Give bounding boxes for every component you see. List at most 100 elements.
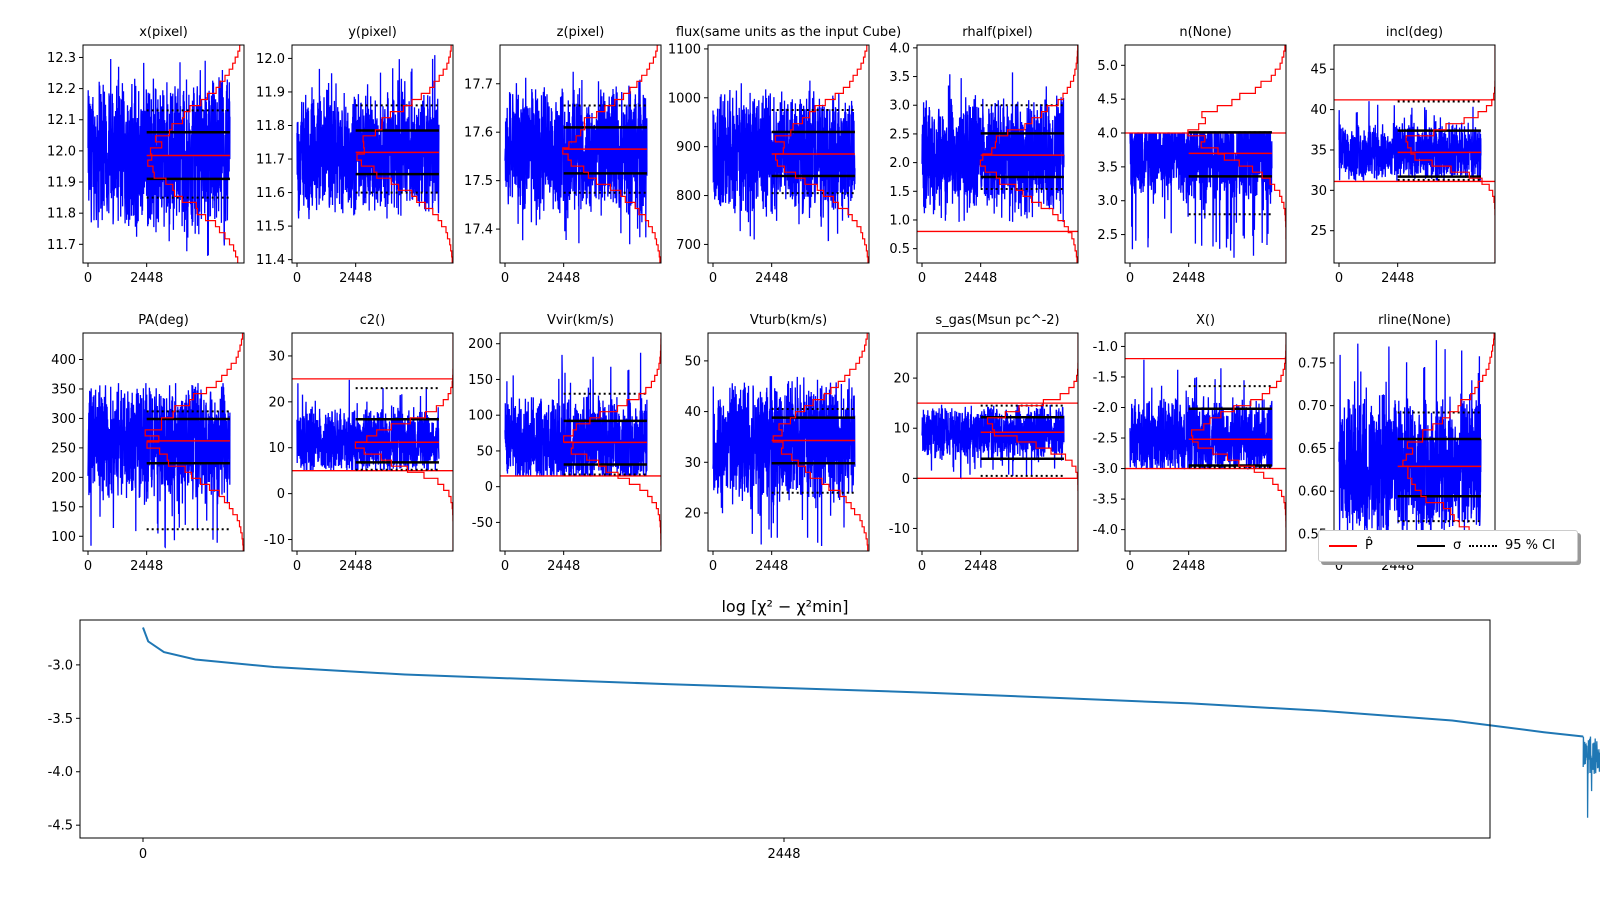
posterior-histogram <box>979 45 1078 263</box>
y-tick-label: 45 <box>1310 63 1327 78</box>
panel-11: -10 0 10 20 0 2448 s_gas(Msun pc^-2) <box>889 313 1079 574</box>
posterior-histogram <box>1187 45 1286 263</box>
legend-ci95-swatch <box>1469 545 1497 547</box>
panel-title: y(pixel) <box>348 25 397 40</box>
y-tick-label: -2.0 <box>1093 401 1118 416</box>
y-tick-label: -1.5 <box>1093 370 1118 385</box>
trace-line <box>1129 359 1273 471</box>
panel-frame <box>707 44 870 264</box>
panel-9: -50 0 50 100 150 200 0 2448 Vvir(km/s) <box>468 313 662 574</box>
trace-line <box>712 376 856 547</box>
panel-title: rhalf(pixel) <box>962 25 1032 40</box>
trace-line <box>1338 101 1482 181</box>
y-tick-label: 150 <box>51 500 76 515</box>
panel-6: 25 30 35 40 45 0 2448 incl(deg) <box>1310 25 1496 286</box>
y-tick-label: 10 <box>893 422 910 437</box>
panel-plot-area <box>500 333 661 551</box>
x-tick-label: 2448 <box>964 271 997 286</box>
x-tick-label: 2448 <box>1172 271 1205 286</box>
y-tick-label: 0.65 <box>1298 442 1327 457</box>
y-tick-label: 11.4 <box>256 253 285 268</box>
y-tick-label: 35 <box>1310 143 1327 158</box>
x-tick-label: 0 <box>1335 559 1343 574</box>
y-tick-label: 20 <box>684 506 701 521</box>
panel-frame <box>1124 44 1287 264</box>
panel-7: 100 150 200 250 300 350 400 0 2448 PA(deg) <box>51 313 245 574</box>
y-tick-label: -50 <box>472 516 493 531</box>
y-tick-label: -10 <box>889 522 910 537</box>
y-tick-label: 12.0 <box>47 144 76 159</box>
y-tick-label: 25 <box>1310 224 1327 239</box>
y-tick-label: 50 <box>476 444 493 459</box>
y-tick-label: 10 <box>268 441 285 456</box>
y-tick-label: 12.1 <box>47 113 76 128</box>
panel-frame <box>499 44 662 264</box>
y-tick-label: 0.75 <box>1298 356 1327 371</box>
posterior-histogram <box>144 333 244 551</box>
y-tick-label: -4.0 <box>48 765 73 780</box>
y-tick-label: 0.5 <box>889 242 910 257</box>
panel-plot-area <box>712 333 869 551</box>
panel-title: rline(None) <box>1378 313 1451 328</box>
panel-5: 2.5 3.0 3.5 4.0 4.5 5.0 0 2448 n(None) <box>1097 25 1287 286</box>
panel-frame <box>82 332 245 552</box>
y-tick-label: 4.5 <box>1097 93 1118 108</box>
y-tick-label: 11.6 <box>256 186 285 201</box>
panel-plot-area <box>1334 45 1495 263</box>
x-tick-label: 0 <box>918 559 926 574</box>
x-tick-label: 0 <box>84 559 92 574</box>
panel-frame <box>1333 44 1496 264</box>
panel-title: s_gas(Msun pc^-2) <box>935 313 1059 328</box>
legend-phat-label: P̂ <box>1365 538 1373 553</box>
y-tick-label: 11.5 <box>256 220 285 235</box>
x-tick-label: 0 <box>1126 559 1134 574</box>
trace-line <box>1129 132 1273 258</box>
legend: P̂ σ 95 % CI <box>1318 530 1578 562</box>
chi2-noise <box>1582 736 1600 818</box>
x-tick-label: 2448 <box>755 559 788 574</box>
y-tick-label: -3.5 <box>48 712 73 727</box>
y-tick-label: 200 <box>51 471 76 486</box>
y-tick-label: 11.7 <box>256 153 285 168</box>
panel-title: Vvir(km/s) <box>547 313 614 328</box>
y-tick-label: 30 <box>684 456 701 471</box>
y-tick-label: 50 <box>684 354 701 369</box>
y-tick-label: 11.9 <box>256 85 285 100</box>
x-tick-label: 2448 <box>130 559 163 574</box>
trace-line <box>712 80 856 242</box>
panel-title: x(pixel) <box>139 25 188 40</box>
panel-frame <box>82 44 245 264</box>
panel-10: 20 30 40 50 0 2448 Vturb(km/s) <box>684 313 870 574</box>
y-tick-label: 11.8 <box>256 119 285 134</box>
panel-plot-area <box>917 333 1078 551</box>
trace-line <box>504 71 648 245</box>
y-tick-label: 12.2 <box>47 82 76 97</box>
legend-phat-swatch <box>1329 545 1357 547</box>
panel-plot-area <box>1338 333 1495 551</box>
y-tick-label: -4.0 <box>1093 523 1118 538</box>
trace-line <box>504 352 648 477</box>
y-tick-label: 20 <box>893 372 910 387</box>
x-tick-label: 0 <box>709 271 717 286</box>
x-tick-label: 0 <box>1126 271 1134 286</box>
y-tick-label: -1.0 <box>1093 340 1118 355</box>
y-tick-label: 0 <box>485 480 493 495</box>
chi2-title: log [χ² − χ²min] <box>721 597 848 616</box>
y-tick-label: 30 <box>268 349 285 364</box>
x-tick-label: 2448 <box>339 271 372 286</box>
x-tick-label: 0 <box>293 559 301 574</box>
y-tick-label: 3.0 <box>889 99 910 114</box>
panel-plot-area <box>296 45 453 263</box>
y-tick-label: -3.0 <box>1093 462 1118 477</box>
posterior-histogram <box>562 45 661 263</box>
x-tick-label: 0 <box>84 271 92 286</box>
panel-plot-area <box>292 333 453 551</box>
legend-sigma-swatch <box>1417 545 1445 547</box>
y-tick-label: 0 <box>277 487 285 502</box>
trace-line <box>87 58 231 256</box>
panel-4: 0.5 1.0 1.5 2.0 2.5 3.0 3.5 4.0 0 2448 rhalf(pixel… <box>889 25 1079 286</box>
y-tick-label: 40 <box>684 405 701 420</box>
panel-title: c2() <box>360 313 386 328</box>
y-tick-label: 3.5 <box>1097 160 1118 175</box>
y-tick-label: -3.5 <box>1093 493 1118 508</box>
